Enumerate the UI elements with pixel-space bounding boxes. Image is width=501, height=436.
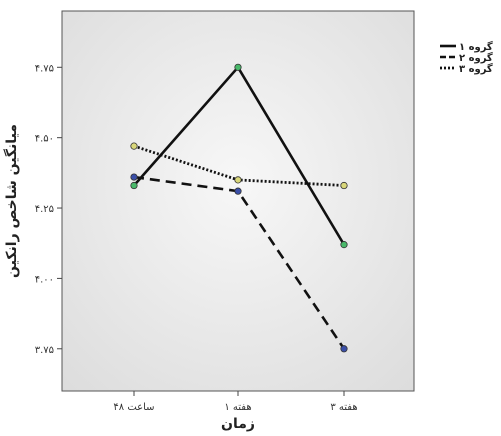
y-tick-label: ۴.۷۵ bbox=[35, 63, 54, 74]
data-point-series-1 bbox=[234, 63, 242, 71]
y-axis-title: میانگین شاخص رانکین bbox=[3, 124, 20, 278]
legend-label-3: گروه ۳ bbox=[459, 62, 493, 75]
y-tick-label: ۴.۲۵ bbox=[35, 204, 54, 215]
data-point-series-3 bbox=[234, 176, 242, 184]
x-tick-label: ۱ هفته bbox=[224, 402, 251, 413]
data-point-series-2 bbox=[130, 173, 138, 181]
y-tick-label: ۳.۷۵ bbox=[35, 345, 54, 356]
data-point-series-2 bbox=[340, 345, 348, 353]
y-tick-label: ۴.۰۰ bbox=[35, 274, 54, 285]
data-point-series-3 bbox=[130, 142, 138, 150]
data-point-series-2 bbox=[234, 187, 242, 195]
y-tick-label: ۴.۵۰ bbox=[35, 134, 54, 145]
x-axis-title: زمان bbox=[221, 416, 255, 432]
x-tick-label: ۴۸ ساعت bbox=[113, 402, 154, 413]
data-point-series-1 bbox=[340, 241, 348, 249]
plot-area bbox=[61, 10, 415, 392]
data-point-series-1 bbox=[130, 181, 138, 190]
legend-label-2: گروه ۲ bbox=[459, 51, 493, 64]
x-tick-label: ۳ هفته bbox=[330, 402, 357, 413]
legend-label-1: گروه ۱ bbox=[459, 40, 493, 53]
data-point-series-3 bbox=[340, 181, 348, 190]
